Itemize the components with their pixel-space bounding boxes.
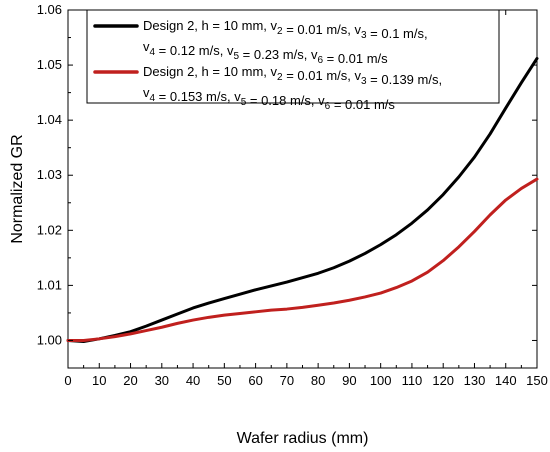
series-line-2 (66, 177, 539, 342)
y-tick-label: 1.04 (37, 112, 62, 127)
x-tick-label: 110 (402, 373, 423, 388)
y-tick-label: 1.00 (37, 332, 62, 347)
y-tick-label: 1.03 (37, 167, 62, 182)
y-tick-label: 1.01 (37, 277, 62, 292)
legend-label-1-line1: Design 2, h = 10 mm, v2 = 0.01 m/s, v3 =… (143, 18, 428, 41)
y-tick-label: 1.02 (37, 222, 62, 237)
x-tick-label: 70 (280, 373, 294, 388)
legend-label-2-line1: Design 2, h = 10 mm, v2 = 0.01 m/s, v3 =… (143, 64, 442, 87)
x-axis-title: Wafer radius (mm) (237, 430, 369, 447)
x-tick-label: 80 (311, 373, 325, 388)
x-tick-label: 150 (526, 373, 548, 388)
x-tick-label: 100 (370, 373, 392, 388)
x-tick-label: 50 (217, 373, 231, 388)
x-tick-label: 40 (186, 373, 200, 388)
x-tick-label: 130 (464, 373, 486, 388)
y-tick-label: 1.05 (37, 57, 62, 72)
legend: Design 2, h = 10 mm, v2 = 0.01 m/s, v3 =… (86, 9, 500, 112)
legend-box (86, 9, 500, 104)
legend-label-1-line2: v4 = 0.12 m/s, v5 = 0.23 m/s, v6 = 0.01 … (143, 39, 388, 66)
series-line-1 (66, 56, 539, 344)
legend-label-2-line2: v4 = 0.153 m/s, v5 = 0.18 m/s, v6 = 0.01… (143, 85, 395, 112)
x-tick-label: 30 (155, 373, 169, 388)
x-tick-label: 90 (342, 373, 356, 388)
y-axis-title: Normalized GR (9, 134, 26, 243)
x-tick-label: 120 (432, 373, 454, 388)
x-tick-label: 10 (92, 373, 106, 388)
x-tick-label: 60 (248, 373, 262, 388)
x-tick-label: 0 (64, 373, 71, 388)
y-tick-label: 1.06 (37, 2, 62, 17)
x-tick-label: 140 (495, 373, 517, 388)
x-tick-label: 20 (123, 373, 137, 388)
